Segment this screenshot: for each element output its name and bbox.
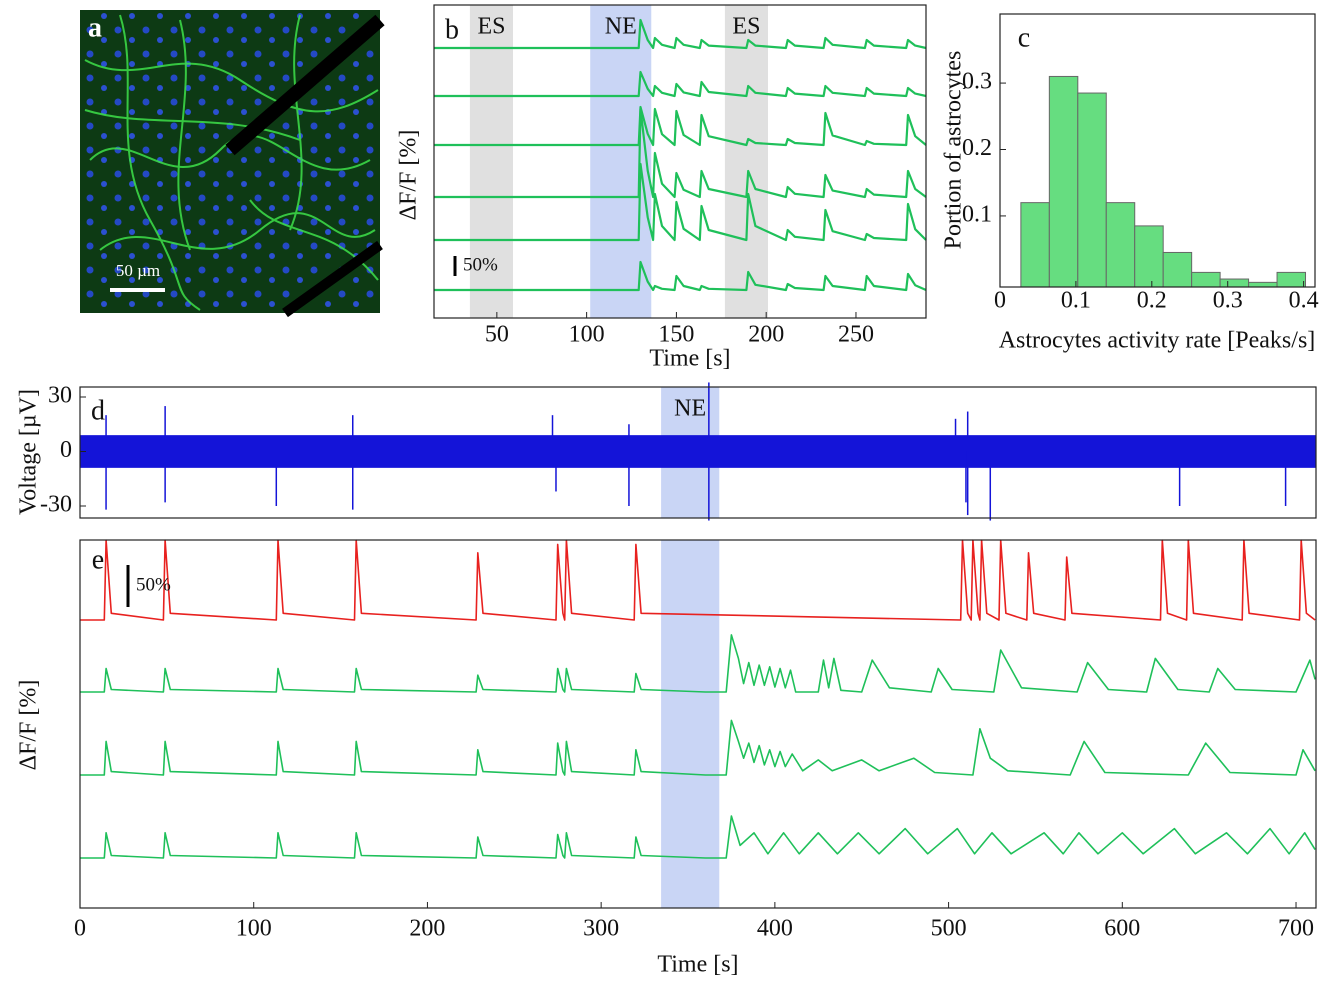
noise-band (80, 435, 1316, 468)
histogram-bar (1020, 202, 1050, 288)
panel-letter: a (88, 12, 102, 43)
x-axis-title: Time [s] (649, 346, 730, 372)
x-tick-label: 600 (1104, 916, 1140, 942)
y-tick-label: 0.3 (962, 69, 992, 95)
electrode (282, 240, 383, 318)
electrode (225, 14, 385, 156)
trace (80, 539, 1316, 621)
shaded-region (661, 540, 720, 908)
x-tick-label: 50 (485, 322, 509, 348)
image-panel: 50 µm a (80, 10, 385, 318)
histogram-bar (1162, 251, 1193, 288)
plot-frame (433, 4, 927, 319)
x-tick-label: 150 (658, 322, 694, 348)
x-tick-label: 0.3 (1213, 288, 1243, 314)
x-tick-label: 100 (236, 916, 272, 942)
panel-letter: d (91, 395, 105, 426)
panel-letter: c (1018, 22, 1030, 53)
histogram-bar (1048, 75, 1079, 288)
y-axis-title: ΔF/F [%] (16, 680, 42, 771)
region-label: NE (674, 396, 706, 422)
trace (434, 70, 927, 98)
shaded-region (724, 5, 768, 318)
plot-frame (79, 539, 1317, 909)
y-tick-label: 0 (60, 437, 72, 463)
histogram-bar (1105, 202, 1136, 288)
y-tick-label: 0.2 (962, 135, 992, 161)
x-tick-label: 300 (583, 916, 619, 942)
trace (80, 634, 1316, 693)
x-tick-label: 0 (994, 288, 1006, 314)
x-tick-label: 0.1 (1061, 288, 1091, 314)
x-tick-label: 700 (1278, 916, 1314, 942)
region-label: ES (477, 14, 505, 40)
plot-frame (79, 386, 1317, 519)
y-tick-label: 0.1 (962, 201, 992, 227)
region-label: ES (732, 14, 760, 40)
histogram-bar (1191, 271, 1221, 288)
histogram-bar (1134, 225, 1164, 288)
trace (80, 719, 1316, 776)
x-tick-label: 0.4 (1289, 288, 1319, 314)
x-tick-label: 0.2 (1137, 288, 1167, 314)
shaded-region (469, 5, 514, 318)
y-axis-title: Voltage [µV] (16, 389, 42, 515)
x-tick-label: 500 (931, 916, 967, 942)
trace (434, 107, 927, 199)
plot-frame (999, 13, 1316, 288)
region-label: NE (605, 14, 637, 40)
histogram-bar (1077, 92, 1107, 288)
y-tick-label: 30 (48, 382, 72, 408)
histogram-bar (1276, 271, 1307, 288)
scale-bar-label: 50 µm (116, 261, 160, 280)
trace (434, 260, 927, 292)
x-axis-title: Time [s] (657, 952, 738, 978)
shaded-region (590, 5, 652, 318)
trace (434, 162, 927, 242)
x-tick-label: 100 (569, 322, 605, 348)
x-tick-label: 250 (838, 322, 874, 348)
x-tick-label: 400 (757, 916, 793, 942)
panel-letter: e (92, 544, 104, 575)
x-tick-label: 200 (748, 322, 784, 348)
y-tick-label: -30 (40, 492, 72, 518)
x-tick-label: 200 (409, 916, 445, 942)
histogram-bar (1219, 278, 1250, 288)
x-axis-title: Astrocytes activity rate [Peaks/s] (999, 328, 1316, 354)
trace (434, 18, 927, 50)
trace (80, 815, 1316, 859)
scale-bar-label: 50% (136, 574, 171, 595)
panel-letter: b (445, 14, 459, 45)
x-tick-label: 0 (74, 916, 86, 942)
histogram-bar (1248, 281, 1278, 288)
scale-bar-label: 50% (463, 254, 498, 275)
y-axis-title: ΔF/F [%] (396, 130, 422, 221)
trace (434, 105, 927, 147)
y-axis-title: Portion of astrocytes (941, 51, 967, 250)
